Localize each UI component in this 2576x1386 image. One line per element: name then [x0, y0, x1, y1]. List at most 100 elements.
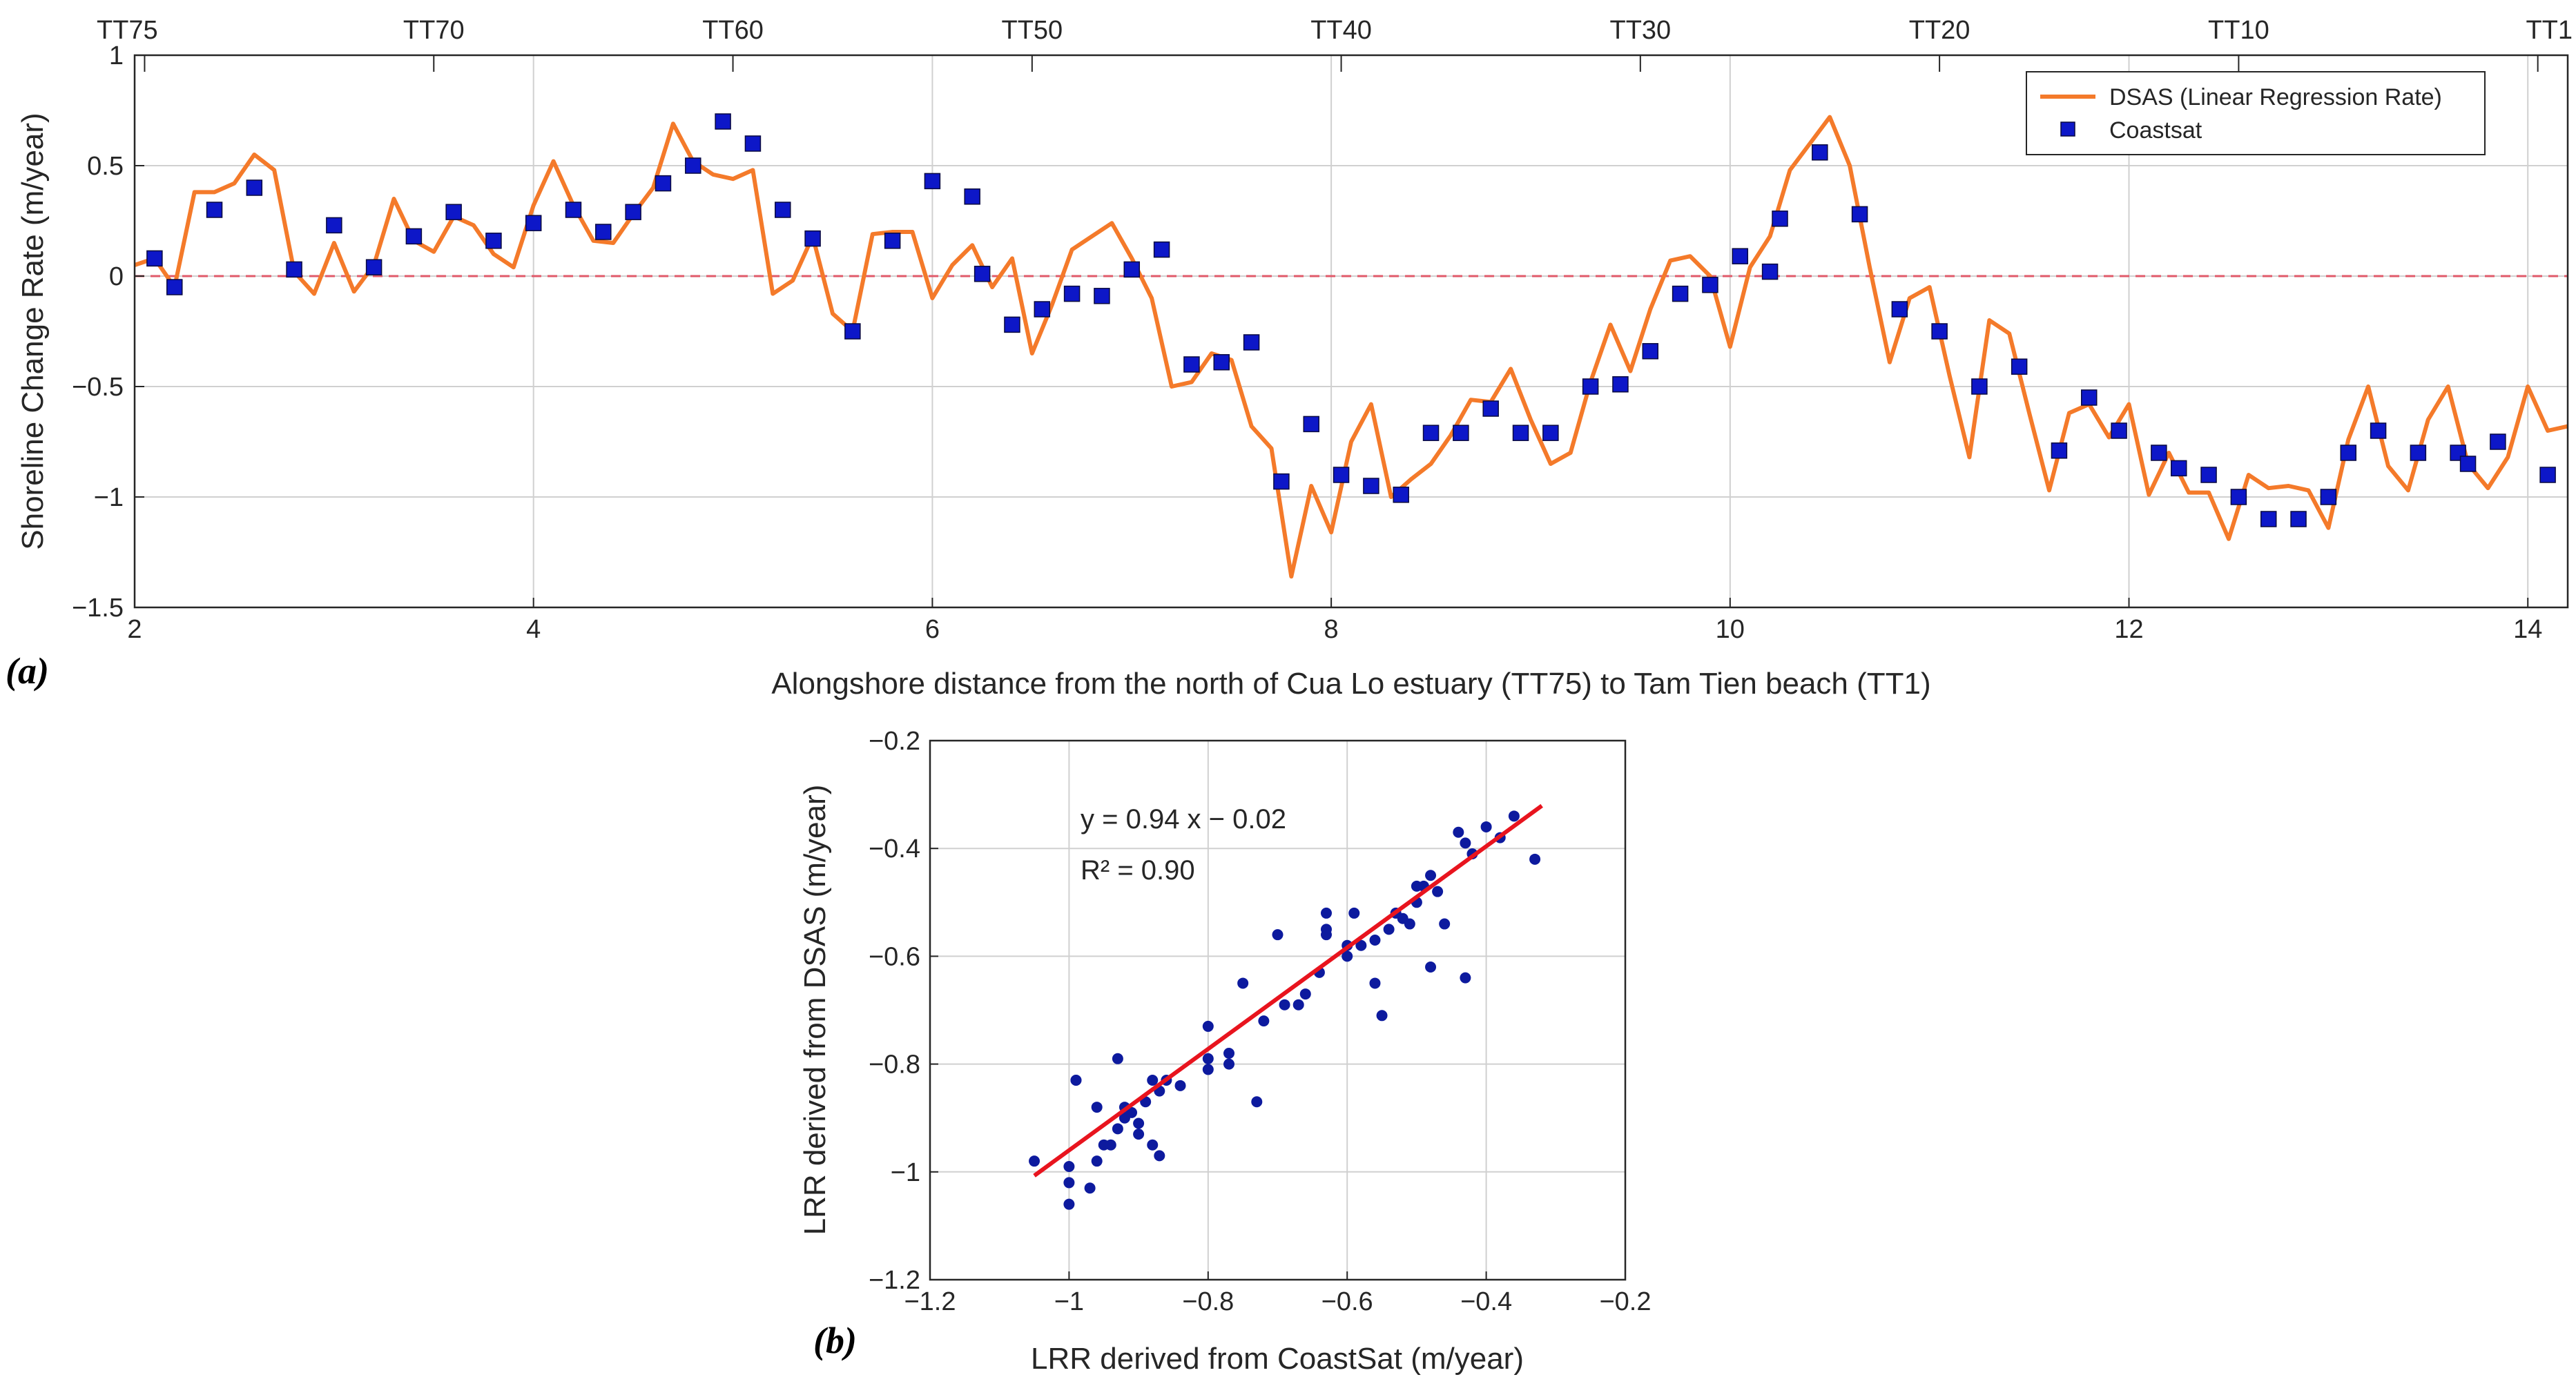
coastsat-point-50	[1761, 263, 1779, 280]
scatter-point-29	[1237, 977, 1249, 989]
scatter-point-19	[1147, 1139, 1159, 1151]
scatter-point-10	[1112, 1123, 1123, 1135]
scatter-point-36	[1320, 907, 1332, 919]
coastsat-point-26	[1034, 301, 1051, 318]
coastsat-point-34	[1273, 473, 1290, 490]
coastsat-point-68	[2340, 445, 2357, 461]
b-x-tick-label-4: −0.4	[1460, 1287, 1512, 1316]
top-tick-label-1: TT70	[403, 16, 465, 45]
coastsat-point-73	[2490, 433, 2506, 450]
coastsat-point-10	[525, 215, 542, 231]
coastsat-point-39	[1422, 424, 1440, 441]
scatter-point-7	[1091, 1102, 1103, 1113]
x-tick-label-0: 2	[127, 615, 142, 644]
coastsat-point-30	[1153, 241, 1170, 258]
scatter-point-33	[1292, 999, 1304, 1011]
scatter-point-0	[1029, 1155, 1040, 1167]
scatter-point-6	[1091, 1155, 1103, 1167]
scatter-point-54	[1460, 837, 1471, 849]
y-tick-label-1: 0.5	[87, 152, 124, 181]
plot-b-border	[929, 739, 1627, 1281]
scatter-point-2	[1063, 1177, 1075, 1189]
coastsat-point-48	[1702, 277, 1718, 293]
coastsat-point-65	[2260, 511, 2277, 527]
scatter-point-62	[1369, 977, 1381, 989]
coastsat-point-17	[744, 135, 762, 152]
scatter-point-50	[1425, 870, 1437, 881]
panel-b-label: (b)	[813, 1320, 857, 1361]
y-tick-label-3: −0.5	[72, 373, 124, 402]
plot-a-series	[134, 113, 2568, 579]
coastsat-point-44	[1582, 378, 1599, 395]
coastsat-point-42	[1512, 424, 1529, 441]
scatter-point-16	[1133, 1129, 1145, 1140]
b-y-tick-label-4: −1	[891, 1158, 920, 1187]
top-tick-label-8: TT1	[2526, 16, 2573, 45]
scatter-point-51	[1432, 886, 1444, 897]
scatter-point-27	[1223, 1047, 1235, 1059]
x-tick-label-1: 4	[526, 615, 541, 644]
coastsat-point-53	[1851, 206, 1868, 223]
y-tick-label-4: −1	[94, 483, 124, 512]
scatter-point-20	[1154, 1150, 1165, 1162]
top-tick-label-2: TT60	[702, 16, 764, 45]
coastsat-point-14	[655, 175, 672, 192]
scatter-point-42	[1376, 1010, 1388, 1022]
scatter-point-18	[1147, 1075, 1159, 1086]
coastsat-point-33	[1243, 334, 1260, 351]
top-tick-label-4: TT40	[1310, 16, 1372, 45]
coastsat-point-31	[1183, 356, 1200, 373]
coastsat-point-0	[146, 250, 163, 267]
scatter-point-59	[1529, 853, 1541, 865]
scatter-point-64	[1460, 972, 1471, 984]
plot-a-ticks: 2 4 6 8 10 12 14 1 0.5 0 −0.5 −1 −1.5 TT75 TT70 TT60 TT5…	[72, 16, 2573, 644]
panel-a-label: (a)	[6, 650, 49, 692]
plot-a-frame	[133, 54, 2569, 609]
coastsat-point-32	[1213, 354, 1230, 371]
coastsat-point-11	[565, 202, 582, 218]
scatter-point-23	[1174, 1080, 1186, 1091]
b-x-tick-label-5: −0.2	[1599, 1287, 1651, 1316]
scatter-point-65	[1258, 1015, 1270, 1027]
coastsat-point-13	[625, 204, 641, 220]
scatter-point-41	[1369, 934, 1381, 946]
coastsat-point-47	[1672, 285, 1689, 302]
coastsat-point-36	[1333, 467, 1350, 483]
coastsat-point-4	[286, 261, 302, 278]
b-y-tick-label-5: −1.2	[869, 1266, 920, 1295]
coastsat-point-25	[1004, 316, 1020, 333]
panel-b-scatter-chart: −1.2 −1 −0.8 −0.6 −0.4 −0.2 −0.2 −0.4 −0.6 −0.8 −1…	[798, 727, 1652, 1376]
scatter-point-24	[1202, 1020, 1214, 1032]
scatter-point-39	[1348, 907, 1360, 919]
coastsat-point-24	[974, 266, 991, 282]
scatter-point-56	[1480, 821, 1492, 832]
coastsat-point-70	[2410, 445, 2427, 461]
scatter-point-9	[1105, 1139, 1116, 1151]
coastsat-point-15	[685, 157, 701, 174]
y-tick-label-0: 1	[109, 41, 124, 70]
coastsat-point-55	[1931, 323, 1948, 340]
scatter-point-63	[1425, 962, 1437, 973]
scatter-point-58	[1508, 810, 1520, 822]
coastsat-point-56	[1971, 378, 1988, 395]
plot-b-ticks: −1.2 −1 −0.8 −0.6 −0.4 −0.2 −0.2 −0.4 −0.6 −0.8 −1…	[869, 727, 1652, 1316]
coastsat-point-27	[1063, 285, 1081, 302]
r-squared: R² = 0.90	[1081, 855, 1195, 886]
coastsat-point-57	[2011, 358, 2028, 375]
coastsat-point-23	[964, 188, 980, 205]
coastsat-point-1	[166, 279, 183, 295]
top-tick-label-0: TT75	[97, 16, 158, 45]
scatter-point-32	[1279, 999, 1290, 1011]
b-x-tick-label-2: −0.8	[1182, 1287, 1234, 1316]
scatter-point-5	[1084, 1182, 1096, 1194]
coastsat-point-20	[844, 323, 861, 340]
coastsat-point-62	[2170, 460, 2187, 477]
plot-a-border	[133, 54, 2569, 609]
coastsat-point-64	[2230, 489, 2247, 505]
dsas-lrr-line	[134, 115, 2568, 579]
coastsat-point-41	[1482, 400, 1499, 417]
scatter-point-52	[1439, 918, 1451, 930]
scatter-point-30	[1251, 1096, 1263, 1108]
plot-a-xlabel: Alongshore distance from the north of Cu…	[771, 667, 1930, 701]
scatter-point-34	[1299, 988, 1311, 1000]
